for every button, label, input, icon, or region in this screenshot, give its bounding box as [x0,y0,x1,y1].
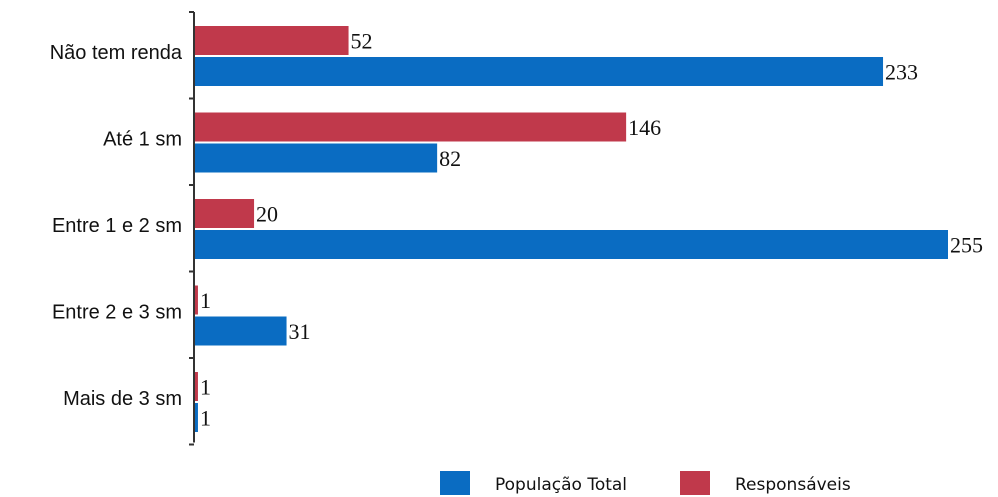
legend-swatch-responsaveis [680,471,710,495]
bar-populacao-total-mais-de-3-sm [195,403,198,432]
value-label-responsaveis-ate-1-sm: 146 [628,115,661,140]
bar-populacao-total-entre-1-e-2-sm [195,230,948,259]
bar-populacao-total-entre-2-e-3-sm [195,316,287,346]
legend-label-populacao-total: População Total [495,475,627,495]
value-label-populacao-total-mais-de-3-sm: 1 [200,406,211,431]
axis-layer [189,11,195,446]
category-label-nao-tem-renda: Não tem renda [50,42,183,64]
category-label-entre-2-e-3-sm: Entre 2 e 3 sm [52,302,182,324]
value-label-responsaveis-mais-de-3-sm: 1 [200,375,211,400]
bar-populacao-total-nao-tem-renda [195,57,884,86]
bars-layer [195,26,948,432]
legend-swatch-populacao-total [440,471,470,495]
value-label-populacao-total-nao-tem-renda: 233 [885,60,918,85]
labels-layer: Não tem renda 52 233 Até 1 sm 146 82 Entre 1 e… [50,29,983,431]
value-label-responsaveis-entre-1-e-2-sm: 20 [256,202,278,227]
value-label-responsaveis-nao-tem-renda: 52 [351,29,373,54]
category-label-ate-1-sm: Até 1 sm [103,129,182,151]
bar-responsaveis-entre-1-e-2-sm [195,199,255,228]
value-label-responsaveis-entre-2-e-3-sm: 1 [200,288,211,313]
bar-responsaveis-entre-2-e-3-sm [195,285,198,315]
value-label-populacao-total-ate-1-sm: 82 [439,146,461,171]
legend-label-responsaveis: Responsáveis [735,475,851,495]
bar-responsaveis-mais-de-3-sm [195,372,198,401]
bar-populacao-total-ate-1-sm [195,143,438,173]
value-label-populacao-total-entre-2-e-3-sm: 31 [289,319,311,344]
value-label-populacao-total-entre-1-e-2-sm: 255 [950,233,983,258]
category-label-mais-de-3-sm: Mais de 3 sm [63,388,182,410]
legend: População Total Responsáveis [440,471,851,495]
bar-responsaveis-ate-1-sm [195,112,627,142]
category-label-entre-1-e-2-sm: Entre 1 e 2 sm [52,215,182,237]
bar-responsaveis-nao-tem-renda [195,26,349,55]
